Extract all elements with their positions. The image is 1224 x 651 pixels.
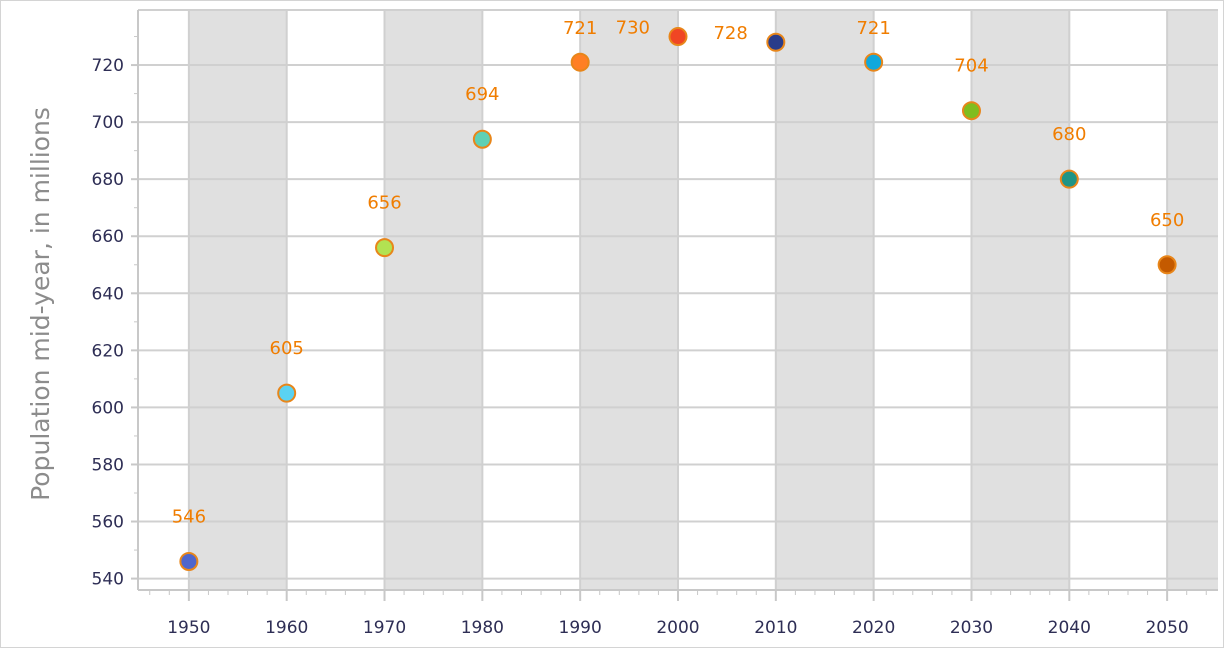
data-point [1059,169,1079,189]
data-point [961,101,981,121]
data-label: 721 [856,18,890,39]
y-tick-label: 580 [92,455,124,475]
x-tick-label: 1980 [461,618,504,638]
background-band [1167,10,1218,590]
y-tick-label: 660 [92,227,124,247]
x-tick-label: 1970 [363,618,406,638]
data-label: 680 [1052,124,1086,145]
x-tick-label: 2050 [1145,618,1188,638]
x-tick-label: 1990 [559,618,602,638]
y-tick-label: 640 [92,284,124,304]
background-band [384,10,483,590]
background-band [188,10,287,590]
background-band [580,10,678,590]
data-point [277,383,297,403]
data-label: 730 [616,18,650,39]
data-label: 721 [563,18,597,39]
data-point [570,52,590,72]
background-band [775,10,874,590]
data-point [472,129,492,149]
x-tick-label: 2030 [950,618,993,638]
y-tick-label: 700 [92,113,124,133]
y-tick-label: 600 [92,398,124,418]
data-label: 546 [172,506,206,527]
data-label: 605 [270,338,304,359]
x-tick-label: 1950 [167,618,210,638]
y-tick-label: 680 [92,170,124,190]
x-tick-label: 2000 [656,618,699,638]
y-tick-label: 620 [92,341,124,361]
x-tick-label: 2020 [852,618,895,638]
y-axis-title: Population mid-year, in millions [26,107,55,501]
data-point [375,238,395,258]
data-point [1157,255,1177,275]
x-tick-label: 2010 [754,618,797,638]
data-label: 704 [954,56,988,77]
y-tick-label: 560 [92,513,124,533]
y-tick-label: 720 [92,56,124,76]
data-label: 650 [1150,210,1184,231]
data-point [766,32,786,52]
background-band [971,10,1070,590]
data-point [668,27,688,47]
data-point [179,551,199,571]
data-point [864,52,884,72]
data-label: 728 [713,23,747,44]
data-label: 656 [367,193,401,214]
x-tick-label: 2040 [1048,618,1091,638]
data-label: 694 [465,84,499,105]
y-tick-label: 540 [92,570,124,590]
x-tick-label: 1960 [265,618,308,638]
